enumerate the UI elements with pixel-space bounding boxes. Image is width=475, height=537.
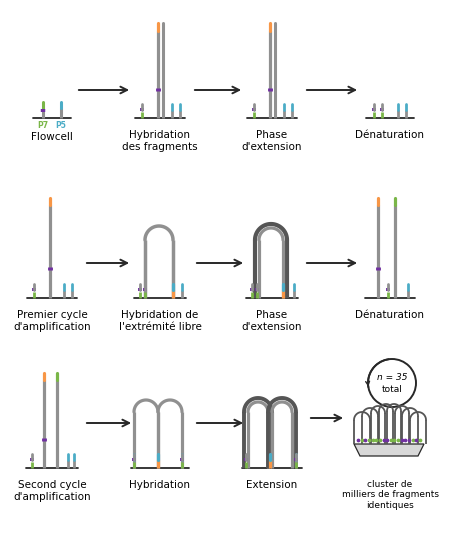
- Text: total: total: [381, 384, 402, 394]
- Text: P7: P7: [38, 121, 48, 130]
- Text: Phase
d'extension: Phase d'extension: [242, 130, 302, 151]
- Text: cluster de
milliers de fragments
identiques: cluster de milliers de fragments identiq…: [342, 480, 438, 510]
- Text: Extension: Extension: [247, 480, 298, 490]
- Text: Hybridation
des fragments: Hybridation des fragments: [122, 130, 198, 151]
- Text: Flowcell: Flowcell: [31, 132, 73, 142]
- Text: Premier cycle
d'amplification: Premier cycle d'amplification: [13, 310, 91, 332]
- Text: Hybridation de
l'extrémité libre: Hybridation de l'extrémité libre: [119, 310, 201, 332]
- Text: Phase
d'extension: Phase d'extension: [242, 310, 302, 332]
- Text: Dénaturation: Dénaturation: [355, 130, 425, 140]
- Text: P5: P5: [56, 121, 66, 130]
- Polygon shape: [354, 444, 424, 456]
- Text: Dénaturation: Dénaturation: [355, 310, 425, 320]
- Text: Second cycle
d'amplification: Second cycle d'amplification: [13, 480, 91, 502]
- Text: Hybridation: Hybridation: [130, 480, 190, 490]
- Text: n = 35: n = 35: [377, 374, 407, 382]
